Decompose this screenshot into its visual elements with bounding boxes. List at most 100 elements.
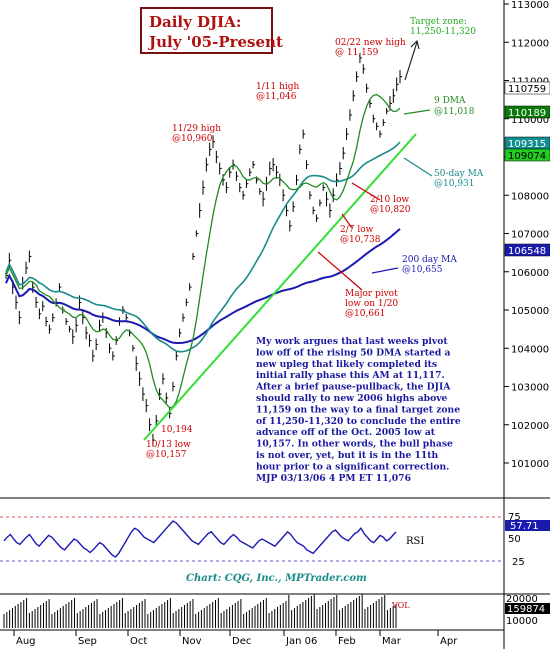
month-label-6: Feb — [338, 636, 356, 647]
ma200-arrow — [371, 267, 399, 274]
commentary-line-9: 10,157. In other words, the bull phase — [256, 439, 453, 450]
price-panel — [0, 0, 504, 498]
price-box-label-0: 110759 — [508, 84, 546, 95]
annotation-3-line-0: 2/10 low — [370, 195, 409, 205]
annotation-5-line-0: Major pivot — [345, 289, 398, 299]
commentary-line-2: new upleg that likely completed its — [256, 359, 437, 370]
price-tick-label-5: 108000 — [511, 191, 549, 202]
price-box-label-1: 110189 — [508, 108, 546, 119]
annotation-1-line-0: 1/11 high — [256, 82, 300, 92]
annotation-0-line-0: 02/22 new high — [335, 38, 406, 48]
rsi-last-box — [505, 520, 550, 531]
chart-credit: Chart: CQG, Inc., MPTrader.com — [186, 573, 367, 584]
commentary-line-6: 11,159 on the way to a final target zone — [256, 404, 460, 415]
trendline — [143, 133, 417, 441]
annotation-10-line-0: 50-day MA — [434, 169, 484, 179]
month-label-2: Oct — [130, 636, 147, 647]
rsi-panel: RSI 75 50 25 57.71 Chart: CQG, Inc., MPT… — [0, 512, 550, 584]
low210-arrow — [351, 182, 381, 201]
annotation-8-line-0: Target zone: — [410, 17, 467, 27]
pivot-arrow — [317, 251, 363, 291]
price-box-label-3: 109074 — [508, 151, 546, 162]
commentary-line-0: My work argues that last weeks pivot — [256, 336, 448, 347]
annotation-5-line-1: low on 1/20 — [345, 299, 398, 309]
price-tick-label-3: 110000 — [511, 115, 549, 126]
price-tick-label-0: 113000 — [511, 0, 549, 11]
annotation-2-line-1: @10,960 — [172, 134, 213, 144]
target-arrow — [404, 41, 418, 81]
volume-panel: VOL 20000 10000 159874 — [3, 594, 550, 628]
rsi-label: RSI — [406, 536, 424, 547]
annotation-11-line-1: @10,655 — [402, 265, 443, 275]
volume-tick-20000: 20000 — [506, 594, 538, 605]
volume-tick-10000: 10000 — [506, 616, 538, 627]
annotation-7-line-1: @10,157 — [146, 450, 187, 460]
annotation-5-line-2: @10,661 — [345, 309, 386, 319]
month-label-7: Mar — [382, 636, 402, 647]
rsi-tick-50: 50 — [508, 534, 521, 545]
annotation-1-line-1: @11,046 — [256, 92, 297, 102]
moving-averages — [5, 93, 401, 409]
price-box-label-4: 106548 — [508, 246, 546, 257]
price-box-4 — [504, 243, 550, 257]
annotation-2-line-0: 11/29 high — [172, 124, 221, 134]
annotation-6-line-0: 10,194 — [161, 425, 193, 435]
annotation-4-line-0: 2/7 low — [340, 225, 374, 235]
price-box-3 — [504, 148, 550, 162]
annotation-3-line-1: @10,820 — [370, 205, 411, 215]
volume-last-value: 159874 — [507, 604, 545, 615]
commentary-line-4: After a brief pause-pullback, the DJIA — [255, 382, 451, 393]
commentary-line-5: should rally to new 2006 highs above — [256, 393, 448, 404]
commentary-line-7: of 11,250-11,320 to conclude the entire — [256, 416, 461, 427]
rsi-line — [3, 520, 397, 558]
annotation-8-line-1: 11,250-11,320 — [410, 27, 476, 37]
rsi-tick-25: 25 — [512, 557, 525, 568]
low207-arrow — [341, 213, 353, 229]
chart-title: Daily DJIA: July '05-Present — [140, 7, 283, 54]
price-tick-label-12: 101000 — [511, 459, 549, 470]
commentary-line-3: initial rally phase this AM at 11,117. — [256, 370, 445, 381]
price-box-1 — [504, 105, 550, 119]
annotation-arrows — [317, 39, 433, 291]
price-axis: 1130001120001110001100001090001080001070… — [504, 0, 549, 470]
month-label-1: Sep — [78, 636, 97, 647]
target-arrowhead — [410, 39, 420, 50]
title-box — [140, 7, 273, 54]
ma9-line — [5, 93, 401, 409]
month-axis: Aug Sep Oct Nov Dec Jan 06 Feb Mar Apr — [13, 630, 458, 647]
price-tick-label-11: 102000 — [511, 421, 549, 432]
annotation-7-line-0: 10/13 low — [146, 440, 191, 450]
volume-last-box — [505, 603, 550, 614]
annotation-4-line-1: @10,738 — [340, 235, 381, 245]
month-label-8: Apr — [440, 636, 458, 647]
price-tick-label-10: 103000 — [511, 383, 549, 394]
ma50-line — [5, 141, 401, 353]
annotation-9-line-0: 9 DMA — [434, 96, 466, 106]
commentary-line-1: low off of the rising 50 DMA started a — [256, 347, 451, 358]
volume-label: VOL — [391, 601, 410, 610]
annotation-11-line-0: 200 day MA — [402, 255, 457, 265]
rsi-tick-75: 75 — [508, 512, 521, 523]
dma-arrow — [403, 109, 431, 115]
price-box-label-2: 109315 — [508, 139, 546, 150]
commentary-line-10: is not over, yet, but it is in the 11th — [256, 450, 439, 461]
month-label-5: Jan 06 — [285, 636, 317, 647]
annotation-9-line-1: @11,018 — [434, 107, 475, 117]
commentary-line-12: MJP 03/13/06 4 PM ET 11,076 — [256, 473, 411, 484]
ma200-line — [5, 228, 401, 344]
commentary-line-11: hour prior to a significant correction. — [256, 461, 449, 472]
month-label-3: Nov — [182, 636, 202, 647]
month-label-4: Dec — [232, 636, 251, 647]
title-line-1: Daily DJIA: — [149, 13, 241, 31]
annotation-10-line-1: @10,931 — [434, 179, 475, 189]
price-tick-label-9: 104000 — [511, 344, 549, 355]
price-box-0 — [504, 81, 550, 95]
commentary-text: My work argues that last weeks pivotlow … — [255, 336, 461, 484]
support-trendline — [143, 133, 417, 441]
price-tick-label-1: 112000 — [511, 38, 549, 49]
annotations: 02/22 new high @ 11,159 1/11 high @11,04… — [146, 17, 484, 460]
rsi-last-value: 57.71 — [510, 521, 539, 532]
